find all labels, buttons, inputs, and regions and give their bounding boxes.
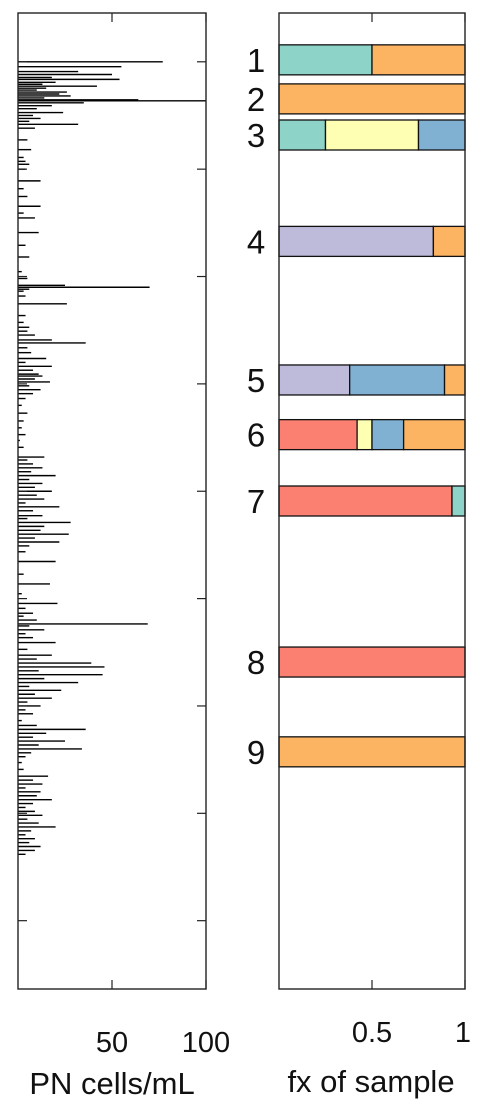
right-x-tick-label: 1 [455,1017,471,1049]
cell-density-bar-chart: 50 100 PN cells/mL [17,12,230,1101]
row-label: 6 [247,417,265,454]
sample-fraction-segment [278,418,358,451]
row-label: 3 [247,117,265,154]
row-label: 7 [247,483,265,520]
row-label: 1 [247,42,265,79]
left-plot-frame [17,12,207,990]
row-label: 9 [247,734,265,771]
sample-fraction-segment [432,225,466,258]
sample-fraction-segment [349,364,446,396]
row-label: 8 [247,644,265,681]
left-x-tick-label: 100 [182,1027,230,1059]
left-x-tick-label: 50 [96,1027,128,1059]
sample-fraction-segment [278,225,435,258]
sample-fraction-segment [278,646,466,678]
left-x-axis-title: PN cells/mL [29,1066,194,1101]
row-label: 5 [247,362,265,399]
sample-fraction-segment [402,418,466,451]
sample-fraction-segment [371,418,405,451]
sample-fraction-segment [278,44,373,76]
sample-fraction-segment [278,736,466,768]
sample-fraction-segment [278,83,466,115]
right-x-tick-label: 0.5 [352,1017,392,1049]
right-x-axis-title: fx of sample [287,1064,454,1099]
sample-fraction-segment [451,485,466,517]
sample-fraction-segment [278,119,327,151]
sample-fraction-segment [278,485,453,517]
sample-fraction-segment [278,364,351,396]
sample-fraction-segment [356,418,373,451]
sample-fraction-segment [417,119,466,151]
row-label: 2 [247,81,265,118]
sample-fraction-segment [371,44,466,76]
sample-fraction-segment [443,364,466,396]
sample-fraction-segment [324,119,420,151]
row-label: 4 [247,223,265,260]
